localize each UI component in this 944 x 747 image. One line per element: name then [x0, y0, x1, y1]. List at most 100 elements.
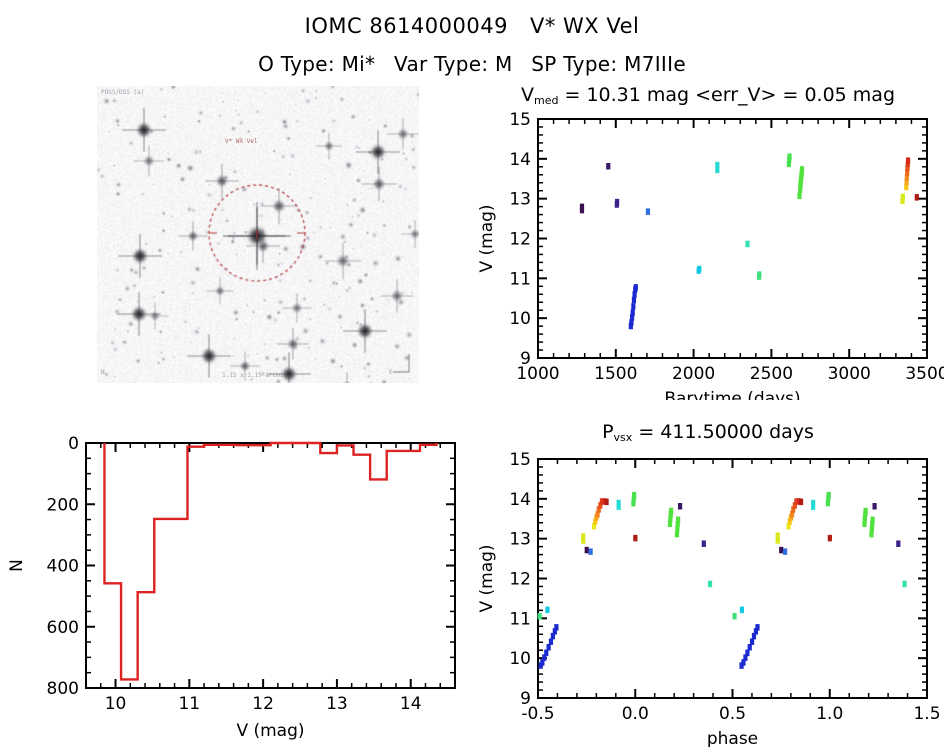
svg-text:11: 11: [509, 609, 531, 629]
data-point: [904, 183, 909, 191]
svg-text:12: 12: [509, 570, 531, 590]
data-point: [675, 525, 680, 532]
data-point: [545, 606, 550, 614]
svg-text:14: 14: [400, 694, 422, 714]
data-point: [630, 309, 635, 317]
svg-text:3500: 3500: [905, 364, 944, 384]
vmed-text: = 10.31 mag <err_V> = 0.05 mag: [558, 84, 896, 106]
data-point: [827, 534, 832, 542]
data-point: [811, 499, 816, 507]
data-point: [826, 491, 831, 499]
data-point: [546, 644, 551, 651]
svg-text:12: 12: [252, 694, 274, 714]
phase-plot-title: Pvsx = 411.50000 days: [472, 421, 944, 444]
data-point: [675, 520, 680, 528]
vartype-label: Var Type:: [394, 52, 489, 76]
data-point: [783, 548, 788, 555]
svg-text:2500: 2500: [750, 364, 793, 384]
data-point: [905, 164, 910, 172]
data-point: [645, 208, 651, 215]
data-point: [914, 194, 919, 201]
data-point: [667, 520, 673, 528]
magnitude-histogram-plot: 10 11 12 13 14 0 200 400 600 800 V (mag) N: [0, 425, 472, 747]
data-point: [632, 291, 637, 298]
svg-text:1.5: 1.5: [913, 704, 940, 724]
data-point: [592, 522, 597, 530]
data-point: [862, 515, 867, 523]
data-point: [596, 506, 601, 513]
data-point: [749, 638, 755, 645]
data-point: [550, 632, 555, 640]
data-point: [701, 540, 706, 547]
data-point: [615, 198, 620, 206]
data-point: [669, 507, 674, 515]
vmed-label: V: [520, 84, 534, 106]
data-point: [544, 649, 549, 657]
data-point: [792, 502, 797, 509]
sptype-label: SP Type:: [531, 52, 618, 76]
data-point: [606, 163, 611, 170]
data-point: [588, 548, 593, 555]
data-point: [743, 654, 748, 661]
data-point: [904, 178, 909, 186]
data-point: [542, 654, 547, 661]
svg-text:15: 15: [509, 450, 531, 470]
svg-text:phase: phase: [707, 729, 758, 747]
svg-text:13: 13: [326, 694, 348, 714]
data-point: [676, 516, 681, 524]
svg-text:1.0: 1.0: [816, 704, 843, 724]
histogram-outline: [103, 441, 438, 681]
data-point: [779, 546, 784, 554]
data-point: [775, 537, 780, 544]
svg-text:14: 14: [509, 490, 531, 510]
data-point: [799, 166, 805, 173]
data-point: [707, 580, 713, 588]
svg-text:400: 400: [47, 557, 79, 577]
sky-north-label: N: [101, 369, 105, 376]
period-label: P: [602, 421, 614, 443]
data-point: [745, 649, 750, 657]
otype-label: O Type:: [258, 52, 335, 76]
data-point: [902, 580, 907, 588]
data-point: [755, 624, 760, 631]
svg-text:N: N: [7, 559, 27, 572]
sky-scale-label: 1.15 x 1.15 arcmin: [222, 372, 288, 379]
data-point: [798, 498, 804, 506]
data-point: [900, 197, 905, 205]
svg-text:9: 9: [520, 349, 531, 369]
data-point: [631, 296, 637, 304]
data-point: [797, 192, 802, 199]
period-subscript: vsx: [613, 431, 633, 444]
otype-value: Mi*: [341, 52, 376, 76]
data-point: [863, 507, 868, 515]
data-point: [598, 502, 603, 509]
sky-survey-label: POSS/DSS (a): [101, 89, 145, 96]
svg-text:13: 13: [509, 530, 531, 550]
data-point: [668, 515, 673, 523]
data-point: [870, 520, 875, 528]
svg-text:10: 10: [105, 694, 127, 714]
data-point: [554, 624, 559, 631]
data-point: [629, 319, 634, 326]
data-point: [787, 518, 792, 525]
data-point: [751, 632, 757, 640]
svg-text:11: 11: [178, 694, 200, 714]
data-point: [628, 322, 633, 330]
data-point: [775, 532, 780, 539]
svg-text:15: 15: [509, 110, 531, 130]
data-point: [798, 186, 803, 194]
data-point: [593, 518, 598, 525]
data-point: [794, 498, 799, 505]
data-point: [747, 644, 752, 651]
data-point: [631, 499, 636, 507]
sky-image-canvas: [97, 86, 419, 383]
data-point: [786, 160, 792, 168]
svg-text:600: 600: [47, 618, 79, 638]
data-point: [870, 516, 875, 524]
star-name: V* WX Vel: [529, 14, 640, 38]
svg-text:2000: 2000: [672, 364, 715, 384]
sky-east-label: E: [389, 369, 393, 376]
svg-text:13: 13: [509, 190, 531, 210]
svg-text:1000: 1000: [516, 364, 559, 384]
svg-text:12: 12: [509, 230, 531, 250]
